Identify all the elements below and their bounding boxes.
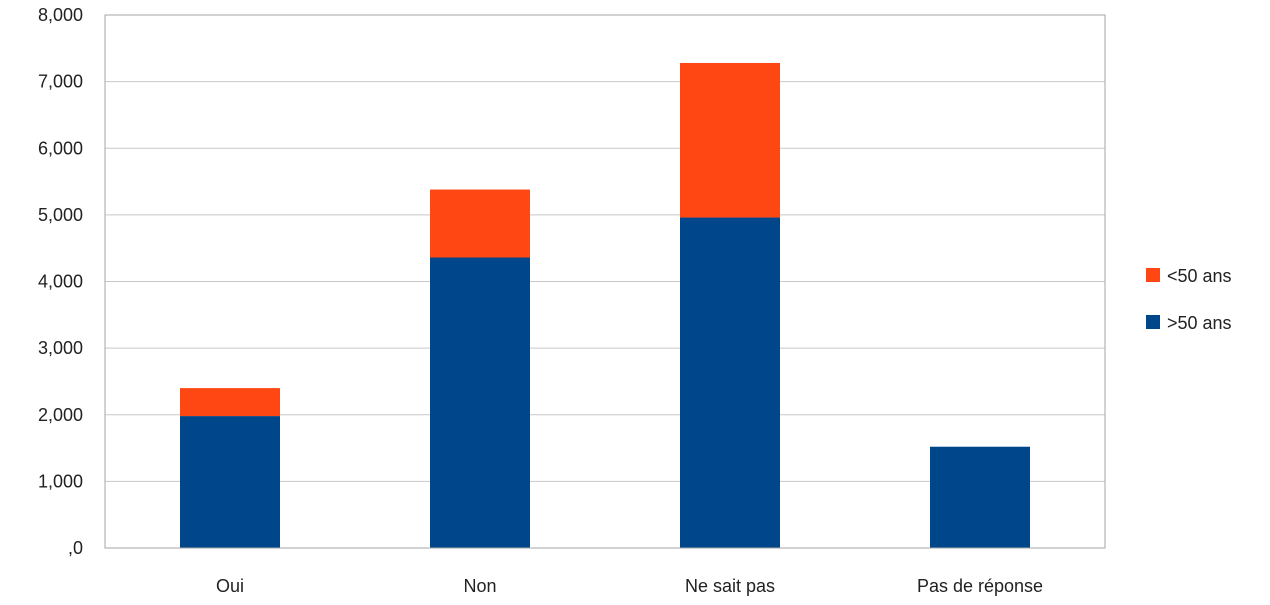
y-tick-label: 6,000 — [38, 138, 83, 158]
bars — [180, 62, 1030, 549]
x-tick-label: Non — [463, 576, 496, 596]
legend-label: <50 ans — [1167, 266, 1232, 286]
legend-label: >50 ans — [1167, 313, 1232, 333]
axes: ,0 1,000 2,000 3,000 4,000 5,000 6,000 7,000 8,0… — [38, 5, 1106, 596]
bar-over-50 — [180, 416, 280, 548]
y-tick-label: 1,000 — [38, 471, 83, 491]
y-tick-label: ,0 — [68, 538, 83, 558]
y-tick-label: 4,000 — [38, 272, 83, 292]
legend-swatch — [1146, 268, 1160, 282]
x-tick-label: Ne sait pas — [685, 576, 775, 596]
plot-frame — [104, 14, 1106, 549]
bar-over-50 — [430, 257, 530, 548]
y-tick-label: 5,000 — [38, 205, 83, 225]
x-tick-label: Oui — [216, 576, 244, 596]
bar-over-50 — [930, 446, 1030, 548]
y-tick-label: 8,000 — [38, 5, 83, 25]
bar-over-50 — [680, 217, 780, 549]
bar-under-50 — [680, 62, 780, 218]
legend-swatch — [1146, 315, 1160, 329]
bar-under-50 — [430, 189, 530, 258]
x-tick-label: Pas de réponse — [917, 576, 1043, 596]
y-tick-label: 3,000 — [38, 338, 83, 358]
y-tick-label: 2,000 — [38, 405, 83, 425]
legend: <50 ans >50 ans — [1146, 266, 1232, 333]
bar-under-50 — [180, 388, 280, 417]
y-tick-label: 7,000 — [38, 72, 83, 92]
